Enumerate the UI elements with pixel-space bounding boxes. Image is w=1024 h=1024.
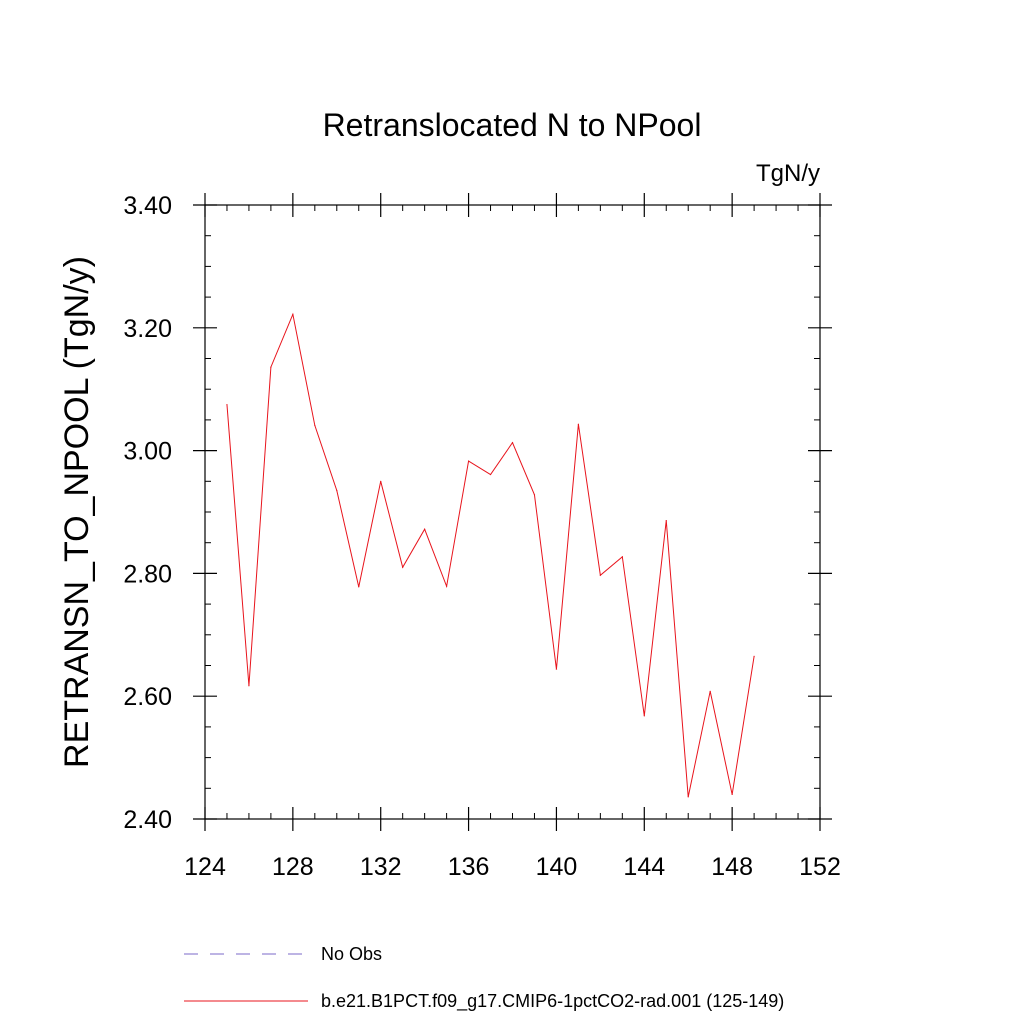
data-point [511, 442, 514, 444]
data-point [599, 574, 601, 576]
data-point [621, 556, 623, 558]
data-point [753, 655, 755, 657]
data-point [555, 668, 558, 670]
data-point [687, 796, 689, 798]
chart-title: Retranslocated N to NPool [323, 107, 702, 143]
x-tick-label: 148 [711, 853, 753, 881]
data-point [424, 528, 426, 530]
data-point [226, 403, 228, 406]
y-tick-label: 2.60 [123, 683, 172, 711]
data-point [402, 566, 404, 568]
data-point [446, 585, 448, 587]
data-point [336, 489, 338, 492]
series-layer [226, 312, 755, 798]
y-tick-label: 3.00 [123, 438, 172, 466]
data-point [292, 313, 294, 315]
y-axis-label: RETRANSN_TO_NPOOL (TgN/y) [58, 256, 96, 768]
x-tick-label: 136 [448, 853, 490, 881]
y-tick-label: 3.20 [123, 315, 172, 343]
data-point [665, 519, 667, 522]
legend: No Obs b.e21.B1PCT.f09_g17.CMIP6-1pctCO2-… [184, 944, 784, 1012]
plot-frame [204, 204, 821, 820]
legend-label: b.e21.B1PCT.f09_g17.CMIP6-1pctCO2-rad.00… [321, 991, 784, 1012]
x-tick-label: 124 [184, 853, 226, 881]
tick-labels: 124 128 132 136 140 144 148 152 2.40 2.60 2.80 3.00… [123, 192, 841, 881]
data-point [358, 586, 360, 588]
data-point [314, 424, 316, 427]
data-point [248, 685, 250, 687]
x-tick-label: 144 [623, 853, 665, 881]
legend-label: No Obs [321, 944, 382, 964]
data-point [709, 690, 711, 692]
data-point [380, 480, 382, 482]
axis-ticks [193, 193, 832, 831]
data-point [270, 366, 272, 368]
series-line-1 [226, 312, 755, 798]
data-point [533, 494, 536, 496]
y-tick-label: 2.40 [123, 806, 172, 834]
data-point [577, 423, 579, 425]
x-tick-label: 132 [360, 853, 402, 881]
data-point [643, 715, 645, 717]
units-label: TgN/y [756, 160, 820, 187]
data-point [467, 460, 470, 462]
y-tick-label: 3.40 [123, 192, 172, 220]
x-tick-label: 152 [799, 853, 841, 881]
x-tick-label: 128 [272, 853, 314, 881]
data-point [489, 473, 492, 476]
data-point [731, 793, 733, 796]
x-tick-label: 140 [536, 853, 578, 881]
y-tick-label: 2.80 [123, 560, 172, 588]
